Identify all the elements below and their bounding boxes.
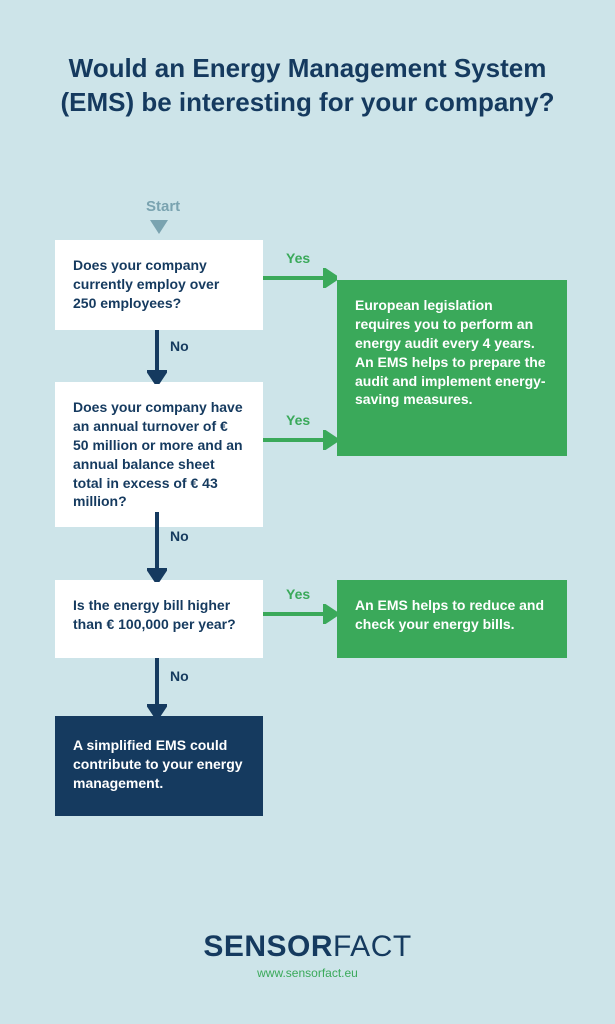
brand-name-light: FACT	[333, 930, 412, 963]
page-title: Would an Energy Management System (EMS) …	[60, 52, 555, 120]
question-2: Does your company have an annual turnove…	[55, 382, 263, 527]
result-simplified-ems: A simplified EMS could contribute to you…	[55, 716, 263, 816]
arrow-yes-icon	[263, 268, 337, 288]
start-arrow-icon	[150, 220, 168, 234]
result-energy-bill: An EMS helps to reduce and check your en…	[337, 580, 567, 658]
edge-label-no: No	[170, 528, 189, 544]
arrow-no-icon	[147, 330, 167, 384]
edge-label-no: No	[170, 668, 189, 684]
arrow-no-icon	[147, 512, 167, 582]
edge-label-yes: Yes	[286, 250, 310, 266]
arrow-no-icon	[147, 658, 167, 718]
brand-footer: SENSORFACT www.sensorfact.eu	[0, 930, 615, 980]
edge-label-no: No	[170, 338, 189, 354]
result-legislation: European legislation requires you to per…	[337, 280, 567, 456]
edge-label-yes: Yes	[286, 586, 310, 602]
arrow-yes-icon	[263, 430, 337, 450]
brand-logo: SENSORFACT	[0, 930, 615, 964]
start-label: Start	[146, 198, 180, 215]
question-1: Does your company currently employ over …	[55, 240, 263, 330]
brand-name-strong: SENSOR	[203, 930, 333, 963]
question-3: Is the energy bill higher than € 100,000…	[55, 580, 263, 658]
edge-label-yes: Yes	[286, 412, 310, 428]
brand-url: www.sensorfact.eu	[0, 966, 615, 980]
arrow-yes-icon	[263, 604, 337, 624]
